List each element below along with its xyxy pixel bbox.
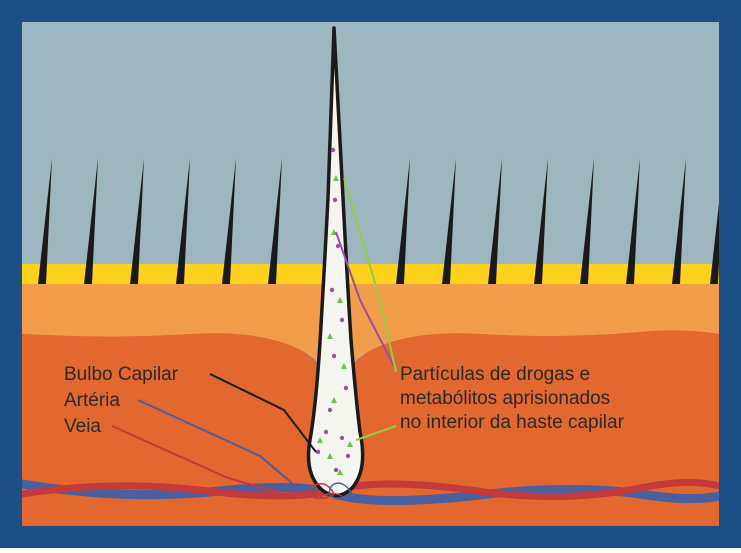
label-particles-line3: no interior da haste capilar [400, 412, 625, 433]
particle-dot [331, 148, 335, 152]
label-particles-line2: metabólitos aprisionados [400, 388, 610, 409]
label-particles-line1: Partículas de drogas e [400, 364, 590, 385]
particle-dot [330, 288, 334, 292]
label-artery: Artéria [64, 390, 120, 411]
particle-dot [334, 468, 338, 472]
particle-dot [340, 318, 344, 322]
particle-dot [332, 354, 336, 358]
particle-dot [328, 408, 332, 412]
particle-dot [316, 450, 320, 454]
label-bulb: Bulbo Capilar [64, 364, 179, 385]
particle-dot [340, 436, 344, 440]
diagram-root: Bulbo Capilar Artéria Veia Partículas de… [0, 0, 741, 548]
particle-dot [344, 386, 348, 390]
particle-dot [324, 430, 328, 434]
label-vein: Veia [64, 416, 101, 437]
particle-dot [333, 198, 337, 202]
particle-dot [346, 454, 350, 458]
